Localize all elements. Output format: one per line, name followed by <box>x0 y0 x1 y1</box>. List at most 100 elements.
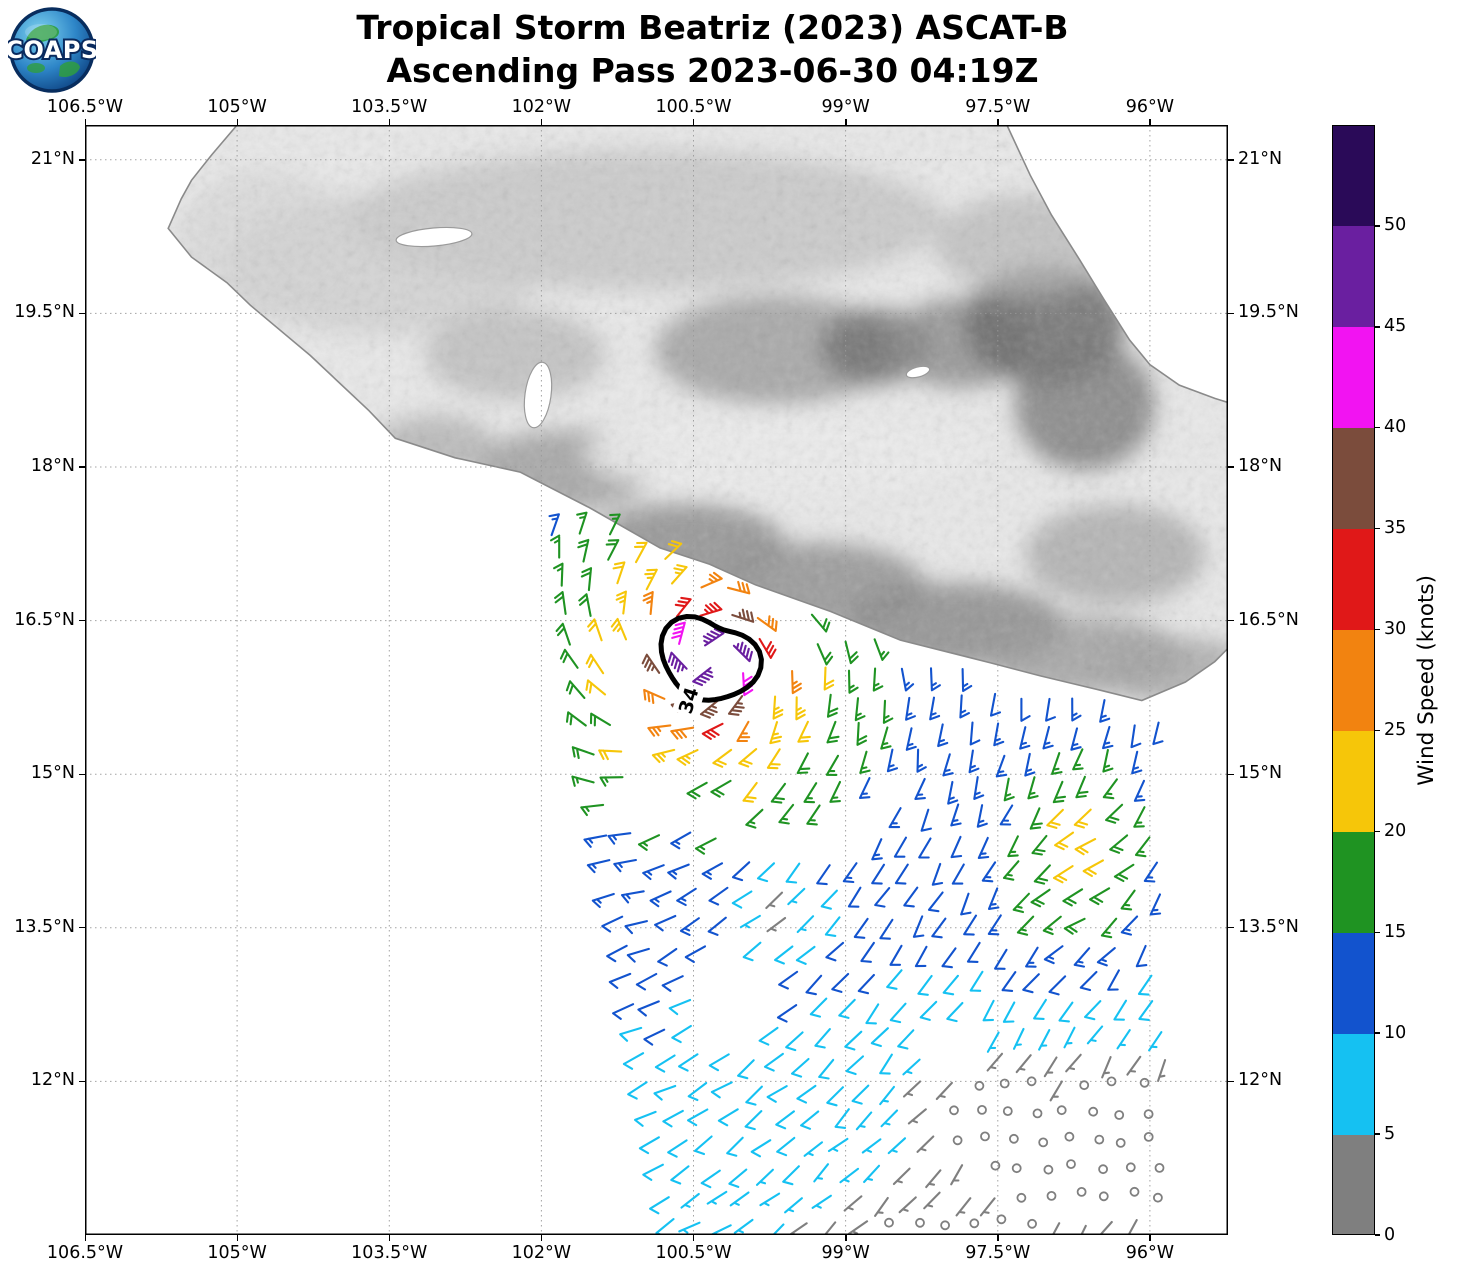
x-tick-label-bottom: 102°W <box>511 1243 572 1263</box>
wind-barb <box>1027 776 1039 800</box>
wind-barb <box>726 580 751 595</box>
wind-barb <box>766 1085 788 1103</box>
wind-barb <box>889 944 903 966</box>
wind-barb <box>791 670 802 695</box>
wind-barb <box>578 593 592 617</box>
wind-barb <box>847 1220 869 1235</box>
map-canvas: 34 <box>85 125 1228 1235</box>
colorbar-tick-label: 25 <box>1384 719 1407 740</box>
lake <box>905 365 931 379</box>
calm-circle <box>999 1078 1010 1089</box>
wind-barb <box>565 680 586 699</box>
calm-circle <box>1115 1138 1126 1148</box>
wind-barb <box>871 863 886 885</box>
wind-barb <box>800 1110 820 1130</box>
y-tick-left <box>79 1080 85 1083</box>
wind-barb <box>1052 865 1074 884</box>
colorbar-tick <box>1375 225 1380 227</box>
wind-barb <box>809 997 828 1018</box>
wind-barb <box>763 1052 784 1072</box>
wind-barb <box>979 1197 996 1217</box>
wind-barb <box>842 862 858 884</box>
plot-border <box>85 125 1228 1235</box>
wind-barb <box>571 775 595 787</box>
wind-barb <box>1086 1025 1104 1045</box>
x-tick-top <box>1149 119 1151 125</box>
y-tick-label-left: 16.5°N <box>14 609 75 630</box>
y-tick-label-left: 18°N <box>30 456 75 476</box>
colorbar-tick <box>1375 527 1380 530</box>
wind-barb <box>1080 1224 1087 1235</box>
wind-barb <box>615 590 627 615</box>
wind-barb <box>1134 836 1151 858</box>
x-tick-label-top: 103.5°W <box>351 97 428 117</box>
wind-barb <box>637 834 661 851</box>
wind-barb <box>778 803 795 825</box>
wind-barb <box>1063 1026 1076 1049</box>
contour-label: 34 <box>671 682 706 719</box>
wind-barb <box>548 513 560 537</box>
wind-barb <box>1084 1000 1102 1021</box>
wind-barb <box>900 667 915 692</box>
wind-barb <box>678 1053 699 1072</box>
wind-barb <box>905 727 917 751</box>
wind-barb <box>969 970 984 992</box>
wind-barb <box>831 972 850 993</box>
x-tick-label-bottom: 99°W <box>821 1243 870 1263</box>
wind-barb <box>888 807 902 829</box>
wind-barb <box>795 696 806 721</box>
wind-barb <box>825 754 840 776</box>
wind-barb <box>1046 808 1064 829</box>
wind-barb <box>1007 835 1019 858</box>
wind-barb <box>999 804 1014 826</box>
wind-barb <box>670 1165 690 1185</box>
wind-barb <box>902 1080 922 1098</box>
wind-barb <box>1002 1001 1016 1023</box>
x-tick-label-bottom: 96°W <box>1125 1243 1175 1263</box>
x-tick-label-bottom: 103.5°W <box>351 1243 428 1263</box>
wind-barb <box>879 1085 896 1106</box>
wind-barb <box>585 679 607 696</box>
wind-barb <box>1133 779 1146 802</box>
wind-barb <box>879 1053 893 1075</box>
wind-barb <box>667 651 688 673</box>
wind-barb <box>727 695 745 716</box>
wind-barb <box>782 1165 800 1186</box>
wind-barb <box>987 887 1000 910</box>
wind-barb <box>1131 750 1143 775</box>
wind-barb <box>824 916 841 937</box>
x-tick-bottom <box>84 1235 86 1241</box>
wind-barb <box>1045 697 1056 722</box>
wind-barb <box>765 891 784 910</box>
wind-barb <box>847 886 862 908</box>
y-tick-label-right: 18°N <box>1238 456 1283 476</box>
wind-barb <box>790 1057 810 1078</box>
calm-circle <box>1154 1163 1165 1173</box>
wind-barb <box>661 975 684 992</box>
wind-barb <box>586 859 611 874</box>
wind-barb <box>1157 1059 1167 1082</box>
wind-barb <box>1082 859 1104 878</box>
wind-barb <box>795 945 816 965</box>
calm-circle <box>1125 1162 1136 1173</box>
wind-barb <box>1058 1001 1074 1023</box>
wind-barb <box>858 777 871 799</box>
wind-barb <box>1099 699 1111 723</box>
wind-barb <box>1033 864 1051 885</box>
x-tick-top <box>540 119 543 125</box>
wind-barb <box>771 1223 785 1235</box>
wind-barb <box>745 808 764 829</box>
wind-barb <box>796 915 815 934</box>
wind-barb <box>1012 892 1030 914</box>
wind-barb <box>853 917 869 939</box>
wind-barb <box>826 693 839 718</box>
wind-barb <box>959 694 970 719</box>
lake <box>395 226 473 248</box>
x-tick-label-top: 106.5°W <box>46 97 124 117</box>
wind-barb <box>643 1028 666 1046</box>
wind-barb <box>585 653 605 675</box>
wind-barb <box>667 1139 688 1158</box>
wind-barb <box>1049 1080 1063 1102</box>
calm-circle <box>1043 1164 1054 1175</box>
wind-barb <box>1031 834 1048 856</box>
